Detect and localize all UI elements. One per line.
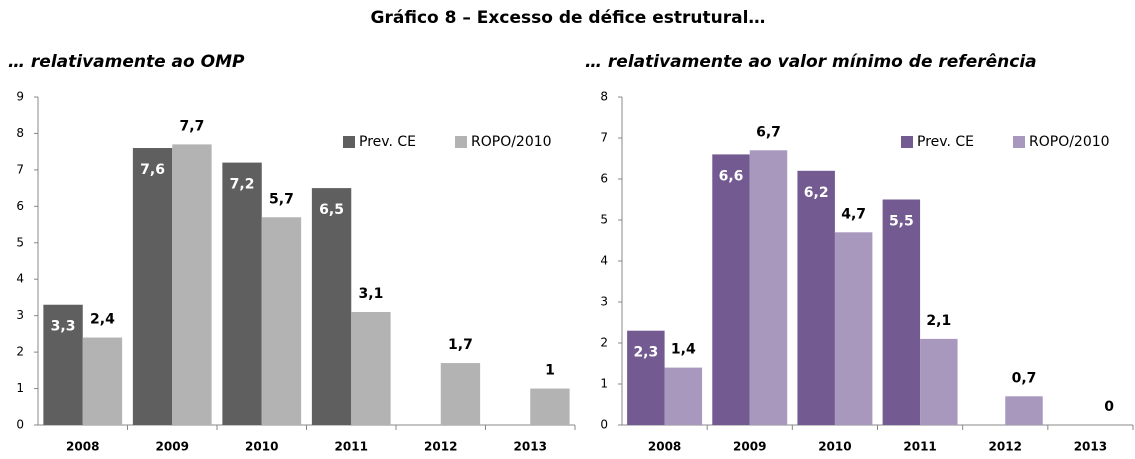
legend-swatch	[455, 136, 467, 148]
figure-title: Gráfico 8 – Excesso de défice estrutural…	[371, 8, 766, 28]
y-tick-label: 8	[600, 90, 608, 104]
x-tick-label: 2008	[648, 440, 681, 454]
value-label: 0	[1104, 399, 1114, 415]
bar	[920, 338, 958, 425]
x-tick-label: 2013	[1074, 440, 1107, 454]
value-label: 6,7	[756, 124, 781, 140]
bar	[1005, 396, 1043, 425]
legend-swatch	[1013, 136, 1025, 148]
x-tick-label: 2012	[424, 440, 457, 454]
x-tick-label: 2009	[733, 440, 766, 454]
legend-label: Prev. CE	[917, 134, 974, 150]
value-label: 7,7	[180, 118, 205, 134]
value-label: 2,4	[90, 312, 115, 328]
value-label: 2,3	[633, 345, 658, 361]
y-tick-label: 6	[600, 172, 608, 186]
y-tick-label: 6	[16, 199, 24, 213]
bar	[43, 304, 83, 425]
bar	[172, 144, 212, 425]
value-label: 5,7	[269, 191, 294, 207]
value-label: 7,6	[140, 162, 165, 178]
bar	[749, 150, 788, 426]
value-label: 1,4	[671, 342, 696, 358]
x-tick-label: 2009	[156, 440, 189, 454]
bar	[222, 162, 262, 425]
y-tick-label: 2	[600, 336, 608, 350]
value-label: 6,6	[719, 168, 744, 184]
bar	[712, 154, 750, 425]
bar	[261, 217, 302, 425]
y-tick-label: 1	[16, 381, 24, 395]
legend-label: ROPO/2010	[1029, 134, 1110, 150]
value-label: 5,5	[889, 214, 914, 230]
bar	[664, 367, 703, 425]
bar	[797, 170, 835, 425]
value-label: 6,5	[319, 202, 344, 218]
legend-label: Prev. CE	[359, 134, 416, 150]
bar	[834, 232, 873, 425]
value-label: 2,1	[926, 313, 951, 329]
y-tick-label: 8	[16, 126, 24, 140]
bar	[882, 199, 921, 425]
legend-swatch	[343, 136, 355, 148]
chart-subtitle: … relativamente ao OMP	[8, 52, 245, 72]
y-tick-label: 0	[600, 418, 608, 432]
y-tick-label: 7	[16, 162, 24, 176]
bar	[530, 388, 570, 425]
bar	[132, 148, 173, 425]
value-label: 3,3	[51, 319, 76, 335]
legend-label: ROPO/2010	[471, 134, 552, 150]
value-label: 7,2	[230, 177, 255, 193]
bar	[351, 312, 391, 425]
value-label: 6,2	[804, 185, 829, 201]
value-label: 1,7	[448, 337, 473, 353]
y-tick-label: 4	[600, 254, 608, 268]
chart-subtitle: … relativamente ao valor mínimo de refer…	[585, 52, 1037, 72]
y-tick-label: 7	[600, 131, 608, 145]
x-tick-label: 2008	[66, 440, 99, 454]
y-tick-label: 3	[600, 295, 608, 309]
x-tick-label: 2011	[903, 440, 936, 454]
y-tick-label: 4	[16, 272, 24, 286]
y-tick-label: 9	[16, 90, 24, 104]
y-tick-label: 5	[16, 235, 24, 249]
y-tick-label: 2	[16, 345, 24, 359]
bar	[627, 330, 665, 425]
y-tick-label: 1	[600, 377, 608, 391]
y-tick-label: 3	[16, 308, 24, 322]
x-tick-label: 2010	[818, 440, 851, 454]
value-label: 1	[545, 363, 555, 379]
bar	[311, 188, 352, 425]
y-tick-label: 5	[600, 213, 608, 227]
value-label: 4,7	[841, 206, 866, 222]
legend-swatch	[901, 136, 913, 148]
value-label: 0,7	[1012, 370, 1037, 386]
x-tick-label: 2010	[245, 440, 278, 454]
value-label: 3,1	[359, 286, 384, 302]
y-tick-label: 0	[16, 418, 24, 432]
x-tick-label: 2013	[514, 440, 547, 454]
x-tick-label: 2012	[989, 440, 1022, 454]
x-tick-label: 2011	[335, 440, 368, 454]
bar	[440, 363, 481, 425]
bar	[82, 337, 123, 425]
